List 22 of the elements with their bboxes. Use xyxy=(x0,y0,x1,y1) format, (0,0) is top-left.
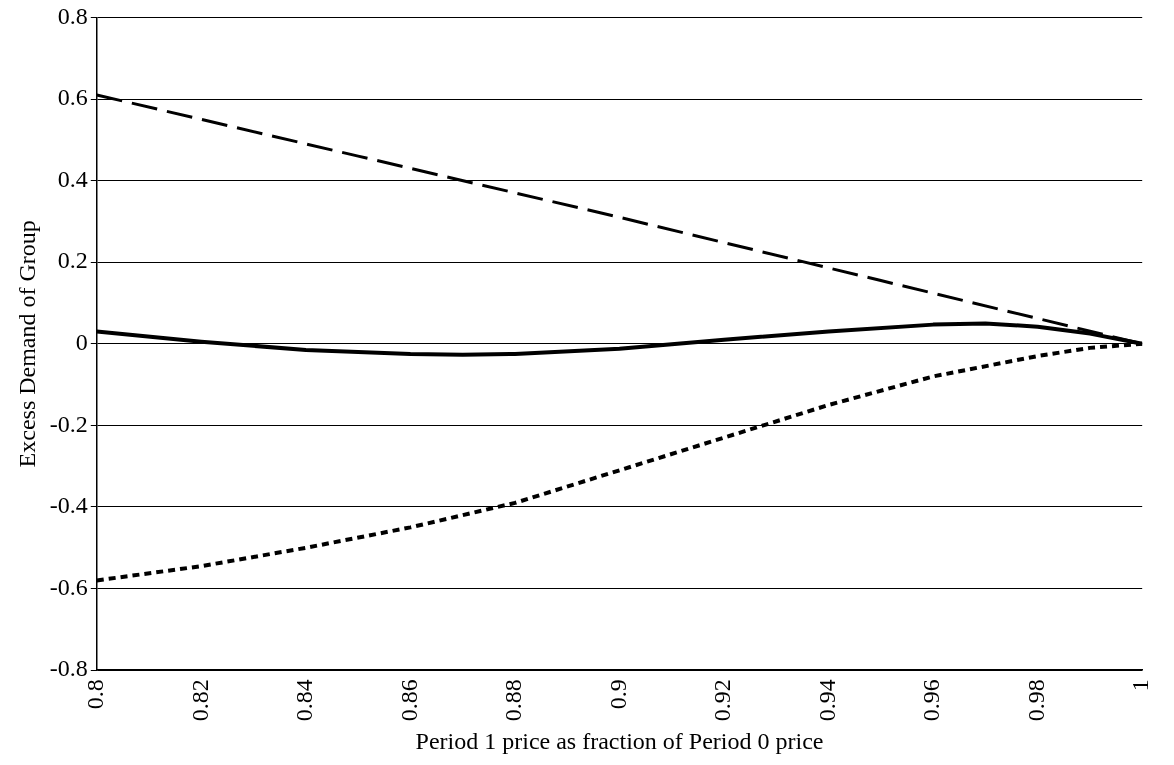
y-axis-title: Excess Demand of Group xyxy=(13,220,40,468)
y-tick-label: 0.4 xyxy=(57,165,88,192)
x-tick-label: 0.98 xyxy=(1022,679,1049,722)
y-tick-label: 0 xyxy=(75,329,88,356)
y-tick-label: -0.8 xyxy=(49,655,88,682)
x-tick-label: 1 xyxy=(1127,679,1154,692)
y-tick-label: -0.2 xyxy=(49,410,88,437)
x-tick-label: 0.84 xyxy=(291,679,318,722)
y-tick-label: 0.2 xyxy=(57,247,88,274)
y-tick-label: 0.6 xyxy=(57,84,88,111)
y-tick-label: -0.6 xyxy=(49,573,88,600)
y-tick-label: 0.8 xyxy=(57,2,88,29)
x-tick-label: 0.86 xyxy=(395,679,422,722)
x-tick-label: 0.96 xyxy=(918,679,945,722)
x-tick-label: 0.82 xyxy=(186,679,213,722)
x-tick-label: 0.94 xyxy=(813,679,840,722)
y-tick-label: -0.4 xyxy=(49,492,88,519)
x-tick-label: 0.88 xyxy=(500,679,527,722)
x-tick-label: 0.9 xyxy=(604,679,631,710)
x-tick-label: 0.8 xyxy=(82,679,109,710)
x-axis-title: Period 1 price as fraction of Period 0 price xyxy=(415,727,824,754)
x-tick-label: 0.92 xyxy=(709,679,736,722)
